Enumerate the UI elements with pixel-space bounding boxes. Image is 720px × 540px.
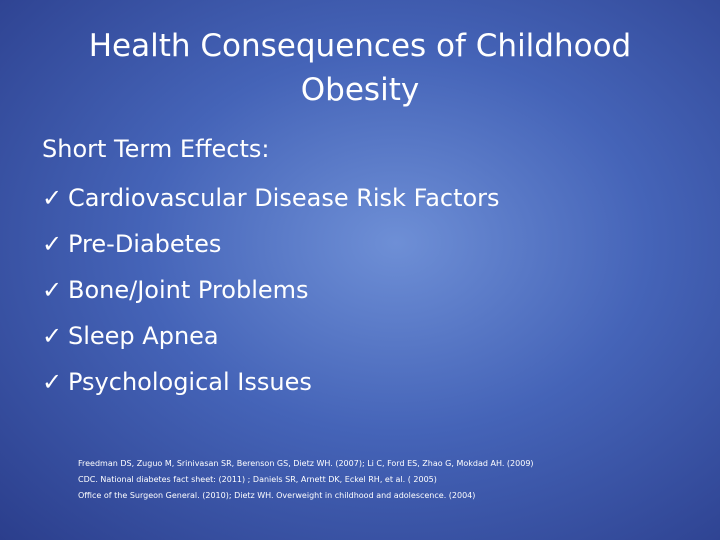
bullet-text: Pre-Diabetes [68, 230, 222, 258]
intro: Short Term Effects: [42, 135, 270, 163]
bullet-text: Cardiovascular Disease Risk Factors [68, 184, 500, 212]
check-icon: ✓ [42, 184, 63, 212]
bullet-item: ✓ Cardiovascular Disease Risk Factors [42, 180, 500, 226]
bullet-list: ✓ Cardiovascular Disease Risk Factors ✓ Pre… [42, 180, 500, 410]
bullet-text: Bone/Joint Problems [68, 276, 309, 304]
references: Freedman DS, Zuguo M, Srinivasan SR, Ber… [78, 456, 534, 504]
bullet-item: ✓ Sleep Apnea [42, 318, 500, 364]
bullet-text: Sleep Apnea [68, 322, 219, 350]
bullet-item: ✓ Bone/Joint Problems [42, 272, 500, 318]
check-icon: ✓ [42, 322, 63, 350]
check-icon: ✓ [42, 368, 63, 396]
title: Health Consequences of Childhood Obesity [88, 28, 632, 108]
check-icon: ✓ [42, 230, 63, 258]
check-icon: ✓ [42, 276, 63, 304]
reference: Freedman DS, Zuguo M, Srinivasan SR, Ber… [78, 459, 534, 468]
reference: Office of the Surgeon General. (2010); D… [78, 491, 476, 500]
bullet-text: Psychological Issues [68, 368, 312, 396]
reference: CDC. National diabetes fact sheet: (2011… [78, 475, 437, 484]
bullet-item: ✓ Psychological Issues [42, 364, 500, 410]
bullet-item: ✓ Pre-Diabetes [42, 226, 500, 272]
